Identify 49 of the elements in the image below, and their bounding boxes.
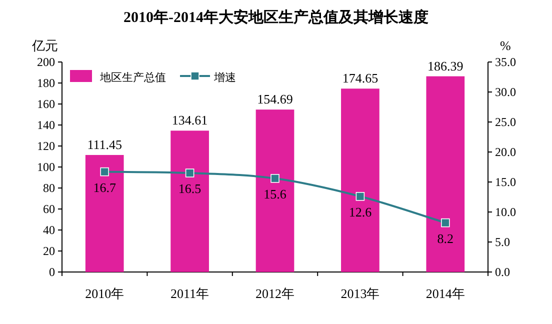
data-label: 154.69: [257, 92, 293, 107]
y-tick-label: 100: [37, 160, 55, 174]
y-tick-label: 160: [37, 97, 55, 111]
chart-title: 2010年-2014年大安地区生产总值及其增长速度: [124, 8, 428, 26]
point: [270, 174, 280, 183]
legend-label: 增速: [213, 71, 236, 84]
data-label: 174.65: [342, 70, 378, 86]
y-tick-label: 180: [37, 76, 55, 90]
data-label: 8.2: [437, 230, 454, 246]
y-tick-label: 0: [49, 265, 55, 279]
bar: [256, 110, 294, 272]
x-tick-label: 2013年: [340, 286, 380, 301]
point: [185, 168, 194, 178]
y2-tick-label: 25.0: [495, 115, 516, 129]
data-label: 111.45: [87, 136, 122, 152]
data-label: 15.6: [264, 186, 287, 202]
y-tick-label: 140: [37, 118, 55, 132]
y2-tick-label: 15.0: [495, 175, 516, 189]
data-label: 134.61: [172, 112, 208, 128]
data-label: 12.6: [348, 204, 372, 220]
y-tick-label: 80: [43, 181, 55, 195]
bar: [85, 154, 124, 272]
bar: [170, 130, 209, 272]
point: [441, 218, 450, 228]
point: [100, 167, 109, 176]
y-axis-title: 亿元: [31, 38, 58, 53]
y-tick-label: 120: [37, 139, 55, 153]
x-tick-label: 2010年: [85, 286, 124, 301]
point: [356, 192, 365, 201]
y2-tick-label: 0.0: [495, 265, 510, 279]
legend-label: 地区生产总值: [99, 71, 166, 84]
data-label: 186.39: [428, 58, 464, 74]
y2-tick-label: 10.0: [495, 205, 516, 219]
y2-tick-label: 30.0: [495, 85, 516, 99]
y2-tick-label: 35.0: [495, 55, 516, 69]
y2-tick-label: 5.0: [495, 235, 510, 249]
x-tick-label: 2011年: [170, 286, 210, 301]
x-tick-label: 2014年: [426, 286, 465, 301]
y-tick-label: 20: [43, 244, 55, 258]
y2-tick-label: 20.0: [495, 145, 516, 159]
bar: [426, 76, 465, 272]
data-label: 16.5: [178, 181, 202, 196]
data-label: 16.7: [93, 180, 116, 195]
y2-axis-title: %: [500, 38, 511, 53]
bar: [341, 88, 380, 272]
y-tick-label: 60: [43, 202, 55, 216]
y-tick-label: 40: [43, 223, 55, 237]
y-tick-label: 200: [37, 55, 55, 69]
x-tick-label: 2012年: [256, 286, 294, 301]
